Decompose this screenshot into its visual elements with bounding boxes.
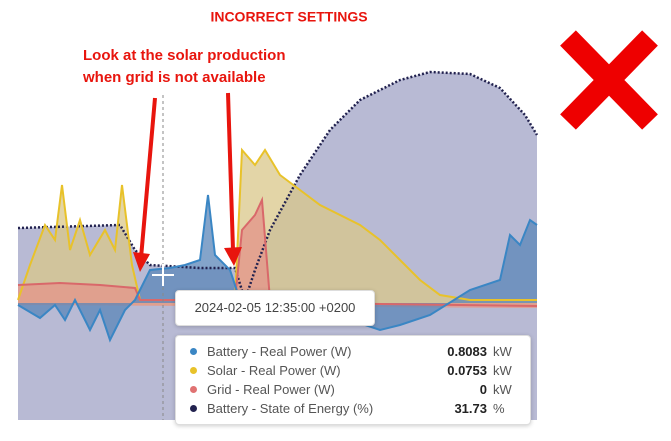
tooltip-row: Battery - State of Energy (%) 31.73% [190,399,530,418]
tooltip-header: 2024-02-05 12:35:00 +0200 [175,290,375,326]
legend-dot [190,367,197,374]
row-label: Solar - Real Power (W) [207,363,341,378]
row-unit: kW [493,382,512,397]
legend-dot [190,386,197,393]
annotation: Look at the solar production [83,47,286,64]
row-value: 0 [479,382,487,397]
row-value: 0.8083 [447,344,487,359]
solar-area [18,150,537,305]
legend-dot [190,405,197,412]
tooltip-row: Grid - Real Power (W) 0 kW [190,380,530,399]
arrow [139,97,157,259]
tooltip-row: Battery - Real Power (W) 0.8083 kW [190,342,530,361]
arrow [226,92,235,251]
legend-dot [190,348,197,355]
row-unit: % [493,401,505,416]
cursor-plus [152,264,174,286]
row-unit: kW [493,344,512,359]
annotation: when grid is not available [82,69,266,86]
row-label: Battery - Real Power (W) [207,344,352,359]
arrow-head [224,247,242,266]
row-unit: kW [493,363,512,378]
row-label: Battery - State of Energy (%) [207,401,374,416]
solar-line [17,147,537,301]
row-value: 0.0753 [447,363,487,378]
tooltip-body: Battery - Real Power (W) 0.8083 kW Solar - … [175,335,531,425]
row-value: 31.73 [454,401,487,416]
tooltip-row: Solar - Real Power (W) 0.0753 kW [190,361,530,380]
soe-line [17,70,539,305]
battery-line [17,194,538,343]
arrow-head [133,252,150,272]
red-cross [560,30,658,130]
grid-area [18,200,537,308]
title: INCORRECT SETTINGS [210,9,367,25]
row-label: Grid - Real Power (W) [207,382,335,397]
